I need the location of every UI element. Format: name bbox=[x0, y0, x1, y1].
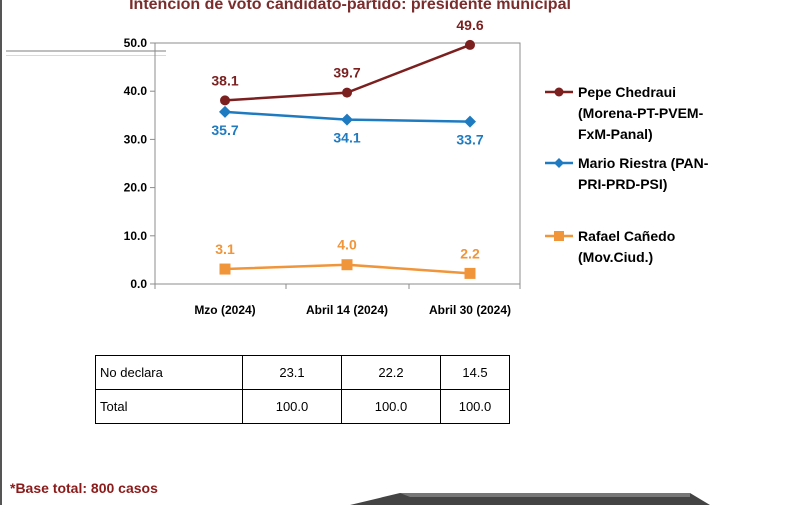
legend-label: (Mov.Ciud.) bbox=[578, 249, 653, 265]
data-label: 39.7 bbox=[333, 65, 360, 81]
row-label: Total bbox=[95, 389, 243, 424]
data-point bbox=[464, 267, 476, 279]
data-label: 34.1 bbox=[333, 130, 360, 146]
table-row: No declara 23.1 22.2 14.5 bbox=[95, 355, 510, 390]
y-tick-label: 0.0 bbox=[130, 277, 147, 291]
legend-label: (Morena-PT-PVEM- bbox=[578, 105, 704, 121]
y-tick-label: 30.0 bbox=[124, 132, 148, 146]
data-point bbox=[465, 39, 475, 50]
data-label: 49.6 bbox=[456, 17, 483, 33]
data-label: 35.7 bbox=[211, 122, 238, 138]
data-point bbox=[220, 95, 230, 106]
data-point bbox=[464, 115, 476, 128]
table-cell: 23.1 bbox=[242, 355, 342, 390]
data-label: 4.0 bbox=[337, 237, 357, 253]
data-label: 38.1 bbox=[211, 72, 238, 88]
table-cell: 22.2 bbox=[341, 355, 441, 390]
legend-label: FxM-Panal) bbox=[578, 126, 653, 142]
legend-label: Rafael Cañedo bbox=[578, 228, 675, 244]
data-point bbox=[341, 113, 353, 126]
decorative-line bbox=[6, 50, 166, 52]
legend-marker bbox=[554, 158, 564, 168]
y-tick-label: 10.0 bbox=[124, 229, 148, 243]
y-tick-label: 20.0 bbox=[124, 181, 148, 195]
y-tick-label: 50.0 bbox=[124, 36, 148, 50]
x-tick-label: Abril 30 (2024) bbox=[429, 303, 511, 317]
decorative-line bbox=[6, 55, 166, 56]
data-label: 3.1 bbox=[215, 241, 235, 257]
legend-label: Mario Riestra (PAN- bbox=[578, 155, 709, 171]
left-border-line bbox=[0, 0, 2, 505]
no-declara-table: No declara 23.1 22.2 14.5 Total 100.0 10… bbox=[95, 355, 510, 424]
table-cell: 100.0 bbox=[242, 389, 342, 424]
x-tick-label: Mzo (2024) bbox=[194, 303, 255, 317]
row-label: No declara bbox=[95, 355, 243, 390]
footnote: *Base total: 800 casos bbox=[10, 480, 158, 496]
plot-area bbox=[154, 42, 521, 285]
chart-title: Intención de voto candidato-partido: pre… bbox=[129, 0, 571, 13]
legend-marker bbox=[554, 231, 564, 241]
data-point bbox=[342, 87, 352, 98]
table-cell: 100.0 bbox=[341, 389, 441, 424]
data-label: 2.2 bbox=[460, 245, 480, 261]
table-cell: 14.5 bbox=[440, 355, 510, 390]
table-cell: 100.0 bbox=[440, 389, 510, 424]
y-tick-label: 40.0 bbox=[124, 84, 148, 98]
legend-label: PRI-PRD-PSI) bbox=[578, 176, 667, 192]
legend-label: Pepe Chedraui bbox=[578, 84, 676, 100]
data-point bbox=[219, 105, 231, 118]
legend-marker bbox=[554, 87, 564, 97]
data-point bbox=[341, 259, 353, 271]
table-row: Total 100.0 100.0 100.0 bbox=[95, 389, 510, 424]
data-label: 33.7 bbox=[456, 132, 483, 148]
data-point bbox=[219, 263, 231, 275]
line-chart: 0.0 10.0 20.0 30.0 40.0 50.0 Mzo (2024) Abril 1… bbox=[124, 17, 709, 317]
x-tick-label: Abril 14 (2024) bbox=[306, 303, 388, 317]
decorative-shape bbox=[350, 493, 710, 505]
